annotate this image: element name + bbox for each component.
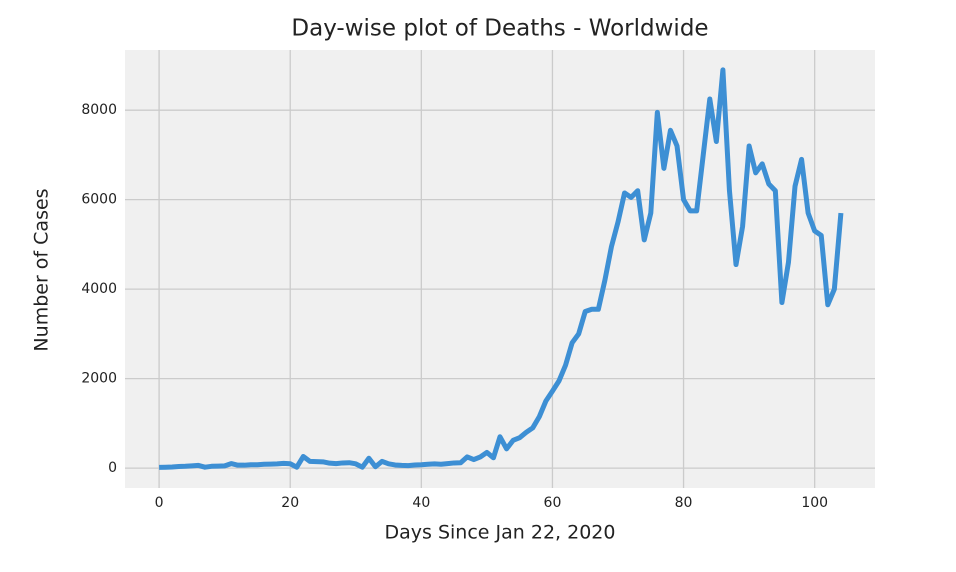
y-tick-label: 8000: [81, 102, 117, 118]
x-tick-label: 60: [544, 495, 562, 511]
x-tick-label: 80: [675, 495, 693, 511]
y-tick-label: 2000: [81, 371, 117, 387]
marks: [159, 67, 844, 470]
x-tick-label: 20: [281, 495, 299, 511]
x-tick-label: 0: [155, 495, 164, 511]
y-tick-label: 4000: [81, 281, 117, 297]
x-axis-label: Days Since Jan 22, 2020: [385, 522, 616, 544]
data-line: [159, 67, 844, 470]
y-tick-label: 6000: [81, 192, 117, 208]
y-axis-label: Number of Cases: [31, 188, 53, 351]
grid: [125, 50, 875, 488]
x-tick-label: 100: [801, 495, 828, 511]
plot-background: [125, 50, 875, 488]
y-tick-label: 0: [108, 460, 117, 476]
chart-title: Day-wise plot of Deaths - Worldwide: [291, 16, 708, 42]
x-tick-label: 40: [412, 495, 430, 511]
